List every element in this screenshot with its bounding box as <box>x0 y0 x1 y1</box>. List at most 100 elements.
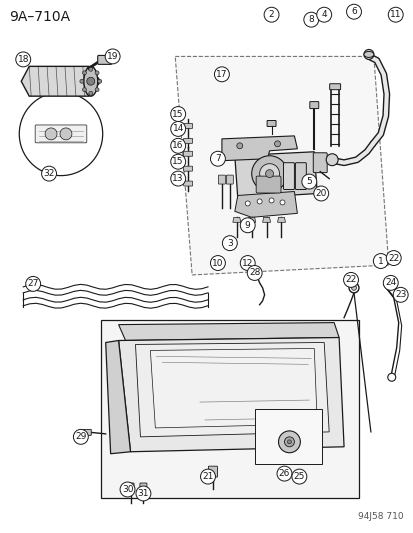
Text: 14: 14 <box>172 124 183 133</box>
Text: 16: 16 <box>172 141 183 150</box>
Circle shape <box>88 91 93 95</box>
Circle shape <box>387 373 395 381</box>
Text: 28: 28 <box>248 269 260 278</box>
Text: 24: 24 <box>384 278 395 287</box>
Circle shape <box>268 198 273 203</box>
Circle shape <box>325 154 337 166</box>
Circle shape <box>385 251 400 265</box>
Circle shape <box>301 174 316 189</box>
Circle shape <box>244 201 249 206</box>
Text: 11: 11 <box>389 10 401 19</box>
FancyBboxPatch shape <box>256 176 280 193</box>
Circle shape <box>95 88 99 92</box>
Text: 21: 21 <box>202 472 213 481</box>
Circle shape <box>240 218 254 233</box>
Circle shape <box>346 4 361 19</box>
Circle shape <box>97 79 102 83</box>
Polygon shape <box>234 152 316 198</box>
Text: 15: 15 <box>172 109 183 118</box>
Text: 23: 23 <box>394 290 406 300</box>
Text: 9A–710A: 9A–710A <box>9 10 70 24</box>
Circle shape <box>222 236 237 251</box>
Circle shape <box>240 256 254 270</box>
Text: 13: 13 <box>172 174 183 183</box>
Circle shape <box>170 154 185 169</box>
Circle shape <box>105 49 120 64</box>
Circle shape <box>291 469 306 484</box>
Text: 6: 6 <box>350 7 356 16</box>
FancyBboxPatch shape <box>313 153 326 173</box>
Polygon shape <box>105 341 130 454</box>
FancyBboxPatch shape <box>283 163 294 190</box>
Circle shape <box>26 277 40 292</box>
Circle shape <box>170 122 185 136</box>
FancyBboxPatch shape <box>295 163 306 190</box>
Circle shape <box>210 151 225 166</box>
Polygon shape <box>21 66 100 96</box>
Text: 29: 29 <box>75 432 86 441</box>
Polygon shape <box>135 343 328 437</box>
Circle shape <box>80 79 83 83</box>
Circle shape <box>45 128 57 140</box>
Circle shape <box>135 486 150 501</box>
Text: 8: 8 <box>308 15 313 24</box>
Text: 27: 27 <box>27 279 39 288</box>
Polygon shape <box>175 56 388 275</box>
Circle shape <box>247 265 261 280</box>
Polygon shape <box>234 191 297 217</box>
Text: 17: 17 <box>216 70 227 79</box>
Polygon shape <box>277 217 285 222</box>
Circle shape <box>303 12 318 27</box>
Circle shape <box>382 276 397 290</box>
Text: 10: 10 <box>212 259 223 268</box>
Circle shape <box>95 71 99 75</box>
Circle shape <box>284 437 294 447</box>
Polygon shape <box>100 320 358 498</box>
Circle shape <box>313 186 328 201</box>
Circle shape <box>274 141 280 147</box>
FancyBboxPatch shape <box>254 409 321 464</box>
Ellipse shape <box>363 52 373 58</box>
Circle shape <box>214 67 229 82</box>
Text: 30: 30 <box>121 485 133 494</box>
Circle shape <box>16 52 31 67</box>
Circle shape <box>170 107 185 122</box>
Circle shape <box>343 272 358 287</box>
Circle shape <box>316 7 331 22</box>
Circle shape <box>88 67 93 71</box>
Polygon shape <box>232 217 240 222</box>
FancyBboxPatch shape <box>183 181 192 186</box>
Circle shape <box>363 50 373 59</box>
Text: 2: 2 <box>268 10 274 19</box>
Circle shape <box>251 156 287 191</box>
FancyBboxPatch shape <box>218 175 225 184</box>
FancyBboxPatch shape <box>266 120 275 126</box>
Circle shape <box>170 171 185 186</box>
FancyBboxPatch shape <box>329 84 340 90</box>
FancyBboxPatch shape <box>208 466 217 477</box>
Text: 18: 18 <box>17 55 29 64</box>
Circle shape <box>387 7 402 22</box>
Circle shape <box>278 431 300 453</box>
Polygon shape <box>118 322 338 341</box>
Circle shape <box>276 466 291 481</box>
Circle shape <box>200 469 215 484</box>
Circle shape <box>42 166 57 181</box>
Polygon shape <box>150 349 316 428</box>
Polygon shape <box>221 136 297 161</box>
Circle shape <box>236 143 242 149</box>
Circle shape <box>87 77 95 85</box>
Circle shape <box>82 88 86 92</box>
Text: 12: 12 <box>242 259 253 268</box>
FancyBboxPatch shape <box>183 151 192 156</box>
Circle shape <box>265 169 273 177</box>
Text: 3: 3 <box>226 239 232 248</box>
FancyBboxPatch shape <box>127 483 134 492</box>
Polygon shape <box>247 217 255 222</box>
Circle shape <box>259 164 279 183</box>
Ellipse shape <box>83 66 97 96</box>
Polygon shape <box>118 337 343 452</box>
Circle shape <box>373 254 387 269</box>
FancyBboxPatch shape <box>82 430 91 435</box>
FancyBboxPatch shape <box>35 125 87 143</box>
